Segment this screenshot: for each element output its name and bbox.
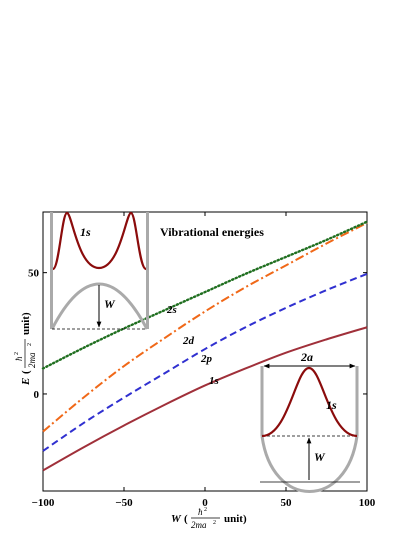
- x-tick-label: 0: [202, 497, 208, 509]
- x-tick-label: 50: [281, 497, 293, 509]
- y-axis-open-paren: (: [20, 370, 32, 374]
- series-label-2d: 2d: [182, 335, 195, 347]
- x-axis-denominator: 2ma: [191, 520, 207, 530]
- y-tick-label: 0: [34, 389, 40, 401]
- y-tick-label: 50: [28, 268, 40, 280]
- inset-state-label: 1s: [326, 398, 337, 412]
- inset-barrier-curve: [50, 282, 149, 330]
- inset-state-label: 1s: [80, 225, 91, 239]
- y-axis-numerator-sup: 2: [14, 352, 20, 355]
- x-axis-unit: unit): [224, 513, 247, 525]
- series-line-1s: [42, 326, 368, 472]
- series-line-2p: [42, 272, 368, 452]
- axis-ticks: −100 −50 0 50 100 0 50: [28, 212, 376, 509]
- y-axis-var: E: [20, 378, 32, 386]
- inset-wavefunction: [261, 366, 358, 438]
- inset-well-curve: [260, 435, 359, 493]
- inset-barrier-label: W: [104, 297, 116, 311]
- y-axis-label: E ( ħ 2 2ma 2 unit): [14, 312, 37, 386]
- x-tick-label: −50: [115, 497, 133, 509]
- series-label-2p: 2p: [200, 353, 213, 365]
- inset-width-label: 2a: [300, 350, 313, 364]
- x-axis-label: W ( ħ 2 2ma 2 unit): [171, 507, 247, 530]
- x-tick-label: −100: [32, 497, 55, 509]
- series-lines: [41, 220, 369, 472]
- x-axis-numerator-sup: 2: [204, 507, 207, 513]
- chart-title: Vibrational energies: [160, 225, 264, 239]
- inset-barrier-label: W: [314, 450, 326, 464]
- x-tick-label: 100: [359, 497, 376, 509]
- x-axis-var: W: [171, 513, 182, 525]
- x-axis-numerator: ħ: [198, 507, 203, 517]
- x-axis-denominator-sup: 2: [213, 520, 216, 526]
- y-axis-numerator: ħ: [14, 356, 24, 361]
- inset-wavefunction: [51, 211, 148, 271]
- x-axis-open-paren: (: [184, 513, 188, 525]
- y-axis-denominator: 2ma: [27, 352, 37, 368]
- series-line-2d: [42, 222, 368, 433]
- series-line-2s: [41, 220, 369, 370]
- y-axis-denominator-sup: 2: [27, 343, 33, 346]
- inset-bottom-right: 2a W 1s: [260, 350, 360, 493]
- inset-top-left: W 1s: [50, 211, 149, 330]
- y-axis-unit: unit): [20, 312, 32, 335]
- series-label-2s: 2s: [166, 304, 177, 316]
- series-label-1s: 1s: [209, 375, 219, 387]
